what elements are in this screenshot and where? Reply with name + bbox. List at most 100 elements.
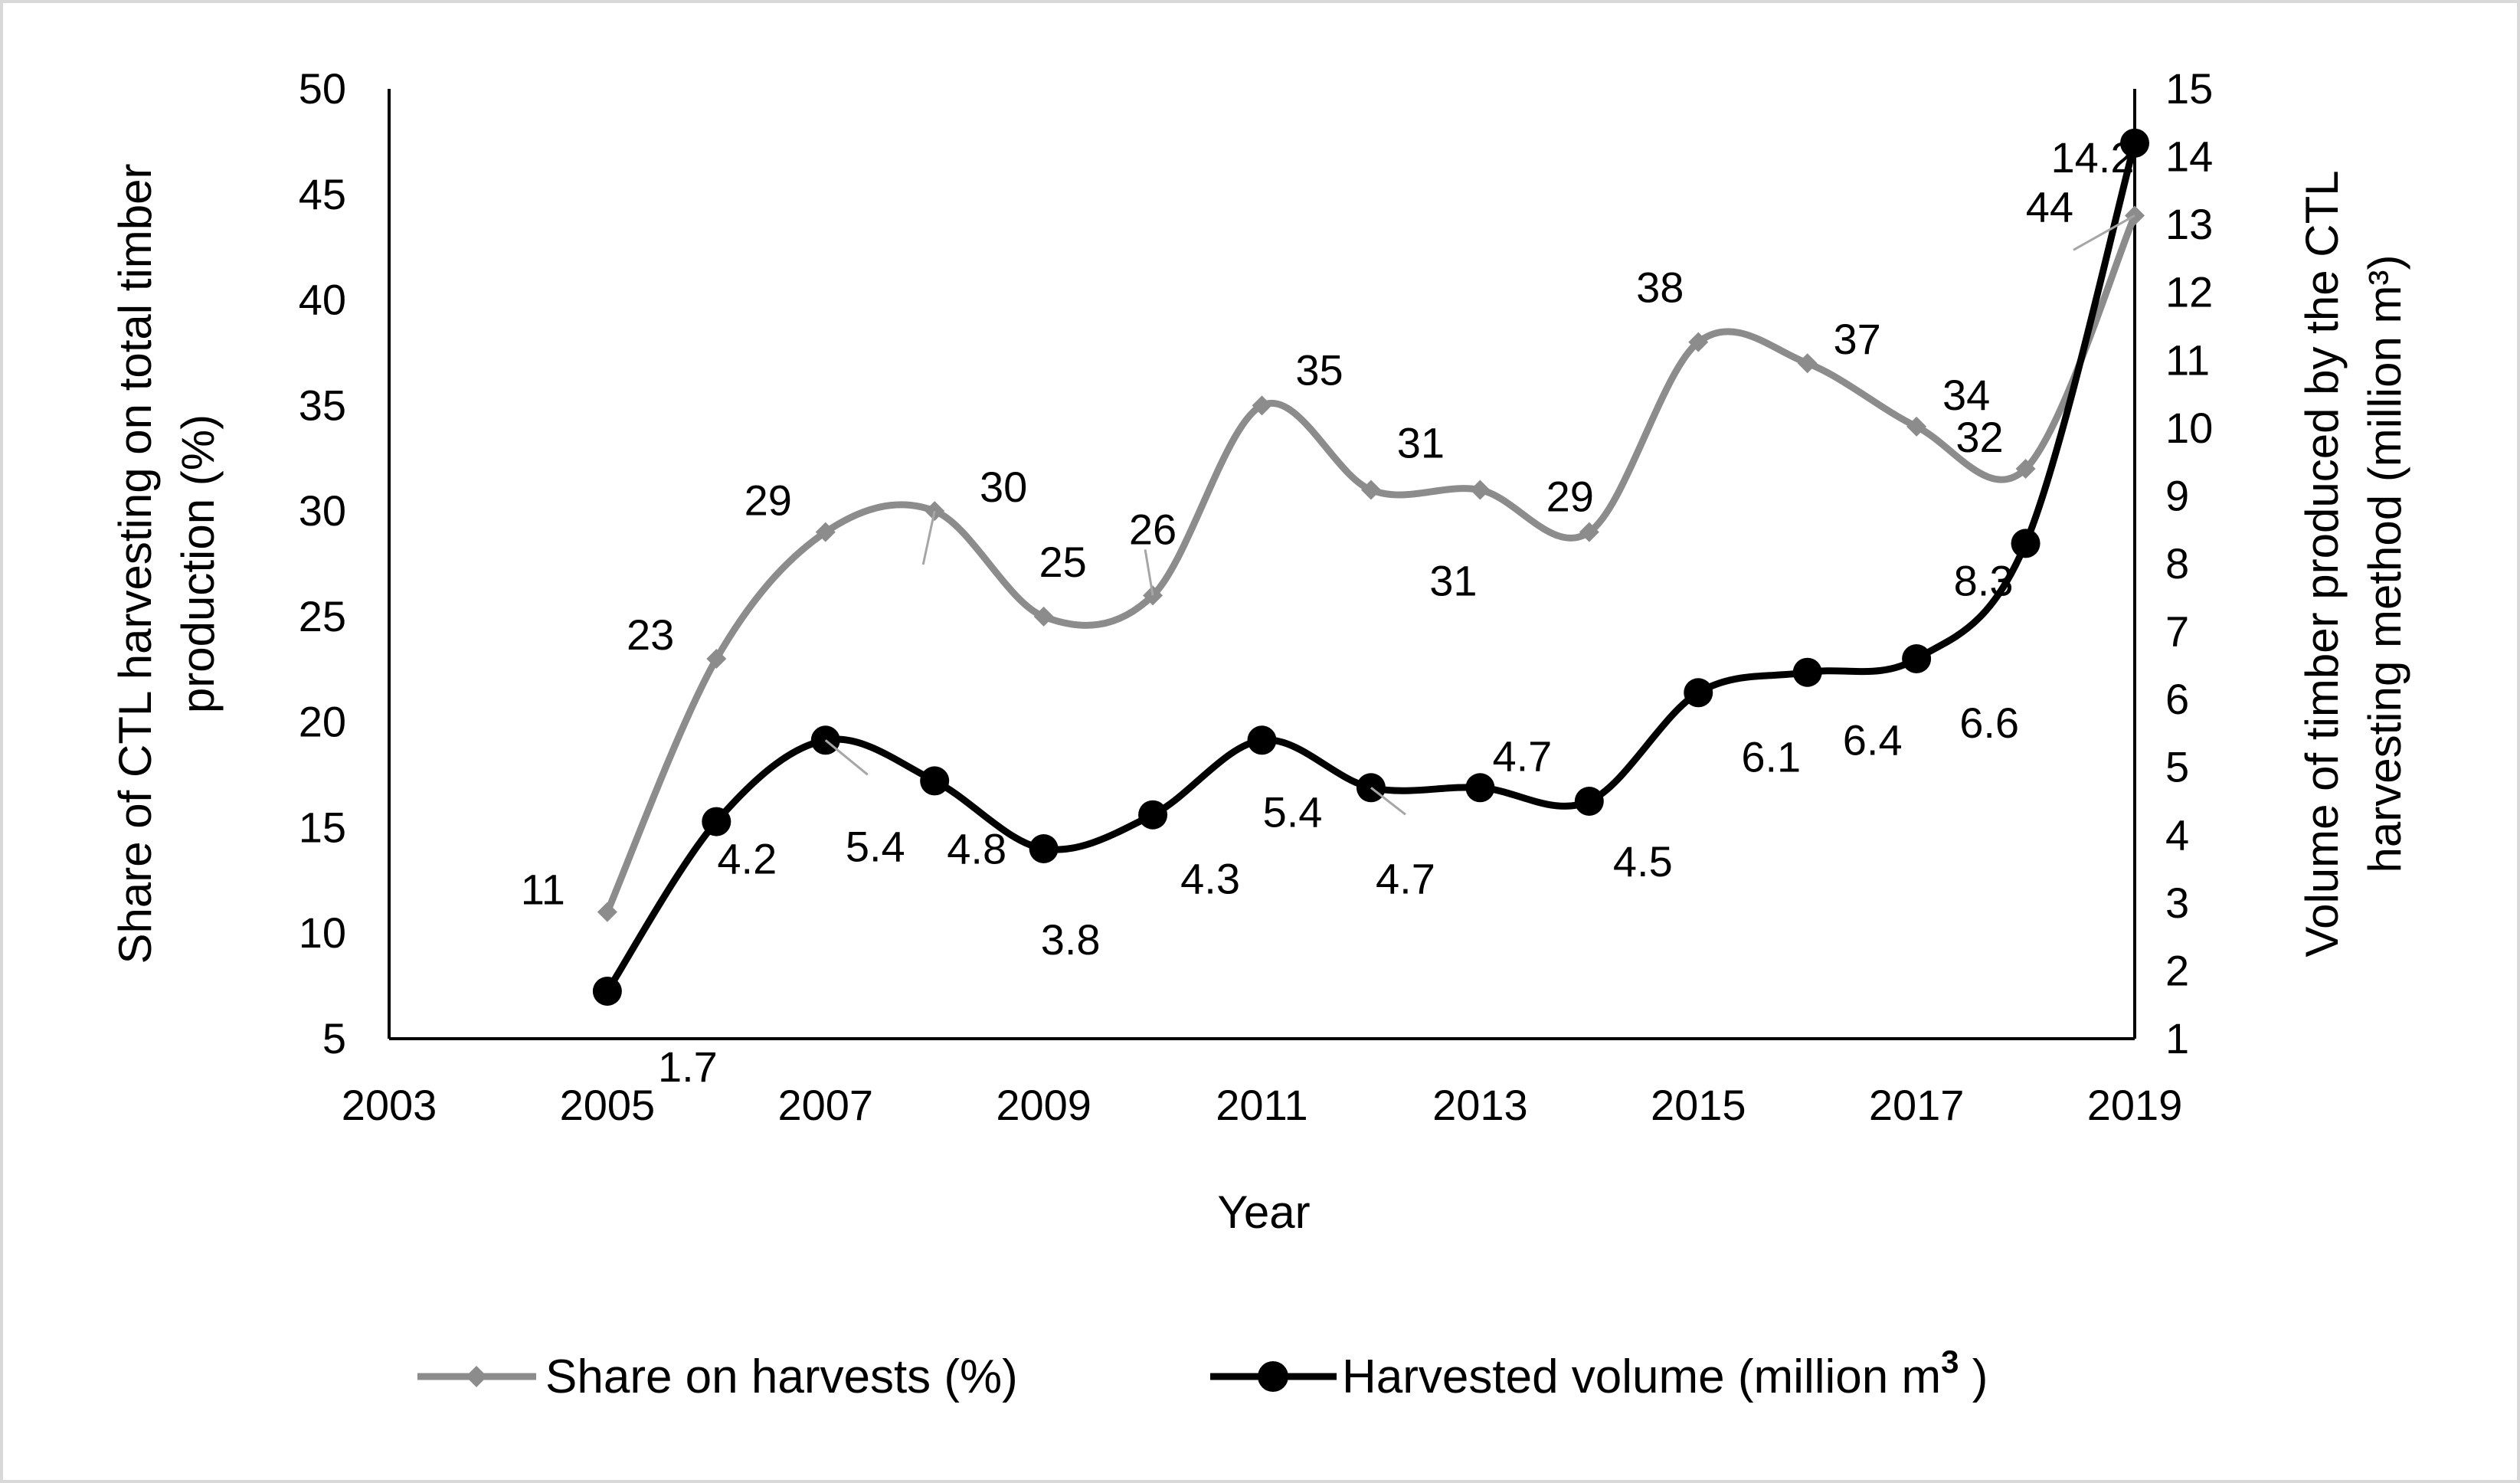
share-data-label: 29 [1546,473,1594,521]
y2-tick-label: 10 [2165,404,2213,452]
share-data-label: 38 [1636,264,1684,312]
x-tick-label: 2015 [1651,1081,1746,1129]
y-axis-title-line: production (%) [172,414,224,713]
volume-data-label: 4.8 [947,824,1006,872]
share-point [1252,395,1272,416]
y-tick-label: 30 [299,486,346,535]
share-data-label: 35 [1295,345,1343,394]
volume-data-label: 4.2 [717,835,777,883]
share-point [1906,416,1927,437]
share-data-label: 31 [1397,419,1445,467]
x-tick-label: 2003 [342,1081,437,1129]
share-data-label: 32 [1955,413,2003,461]
y2-tick-label: 5 [2165,743,2189,791]
y-tick-label: 15 [299,803,346,851]
share-point [1470,480,1491,500]
y-axis-title-line: Share of CTL harvesting on total timber [110,164,161,964]
volume-point [1138,800,1168,830]
share-point [1797,353,1818,374]
volume-line [604,142,2139,994]
x-tick-label: 2013 [1432,1081,1528,1129]
y2-tick-label: 4 [2165,810,2189,859]
legend-volume-label: Harvested volume (million m3 ) [1342,1344,1988,1403]
volume-data-label: 6.6 [1959,699,2019,747]
y2-tick-label: 12 [2165,268,2213,316]
share-data-label: 37 [1834,315,1881,363]
x-tick-label: 2019 [2087,1081,2183,1129]
label-leader-line [1370,787,1406,816]
volume-data-label: 6.4 [1843,716,1903,764]
volume-data-label: 4.7 [1492,732,1552,780]
volume-point [1029,834,1059,863]
share-point [706,649,727,669]
volume-point [702,807,731,836]
x-tick-label: 2011 [1216,1081,1307,1129]
label-leader-line [1144,549,1154,596]
share-point [1360,480,1381,500]
y-tick-label: 50 [299,64,346,113]
legend-share-label: Share on harvests (%) [545,1350,1018,1403]
legend-volume-label-suffix: ) [1959,1350,1988,1403]
share-data-label: 23 [627,611,674,659]
legend-volume-marker [1258,1361,1288,1392]
x-axis-title: Year [1217,1187,1310,1238]
legend: Share on harvests (%) Harvested volume (m… [417,1344,1988,1403]
legend-volume-label-sup: 3 [1941,1344,1959,1380]
y-tick-label: 40 [299,276,346,324]
y2-tick-label: 7 [2165,607,2189,656]
y-tick-label: 20 [299,698,346,746]
share-data-label: 25 [1039,538,1086,586]
y-tick-label: 5 [322,1014,346,1062]
share-data-label: 44 [2026,182,2073,231]
y-tick-label: 45 [299,170,346,218]
share-point [1033,606,1054,627]
volume-point [1792,657,1822,687]
volume-point [1465,773,1495,803]
volume-point [920,766,950,796]
volume-data-label: 6.1 [1741,732,1801,781]
share-point [2015,459,2036,479]
volume-data-label: 4.3 [1180,855,1240,903]
volume-point [1902,644,1932,673]
volume-point [2011,529,2041,558]
share-point [815,522,836,542]
volume-data-label: 8.3 [1954,556,2014,604]
share-line [604,214,2139,914]
share-point [1688,332,1709,352]
label-leader-line [2073,214,2135,251]
volume-point [1247,725,1277,755]
share-series [597,205,2145,922]
share-point [597,902,617,922]
y-tick-label: 10 [299,908,346,957]
y-axis-title: Share of CTL harvesting on total timber p… [110,164,224,964]
volume-point [592,977,622,1006]
y2-tick-label: 11 [2165,336,2210,384]
label-leader-line [824,739,869,776]
y2-tick-label: 15 [2165,64,2213,113]
volume-data-label: 14.2 [2051,133,2135,182]
volume-point [2120,128,2149,158]
volume-data-label: 4.7 [1376,854,1435,902]
volume-point [1684,678,1713,708]
x-tick-label: 2017 [1869,1081,1965,1129]
y-tick-label: 35 [299,381,346,429]
volume-data-label: 1.7 [658,1043,718,1091]
y2-axis-title-line: harvesting method (million m³) [2359,255,2410,873]
y2-tick-label: 8 [2165,539,2189,588]
y2-axis-title: Volume of timber produced by the CTL harv… [2296,170,2410,957]
volume-data-label: 5.4 [846,822,905,870]
axes: 5101520253035404550123456789101112131415… [110,64,2410,1238]
y2-tick-label: 6 [2165,675,2189,723]
share-point [1579,522,1599,542]
legend-volume-label-main: Harvested volume (million m [1342,1350,1941,1403]
x-tick-label: 2005 [560,1081,656,1129]
y2-tick-label: 13 [2165,200,2213,248]
y2-tick-label: 3 [2165,879,2189,927]
share-data-label: 30 [980,463,1027,511]
volume-data-label: 5.4 [1263,787,1323,836]
volume-data-label: 4.5 [1613,837,1673,886]
y-tick-label: 25 [299,592,346,640]
